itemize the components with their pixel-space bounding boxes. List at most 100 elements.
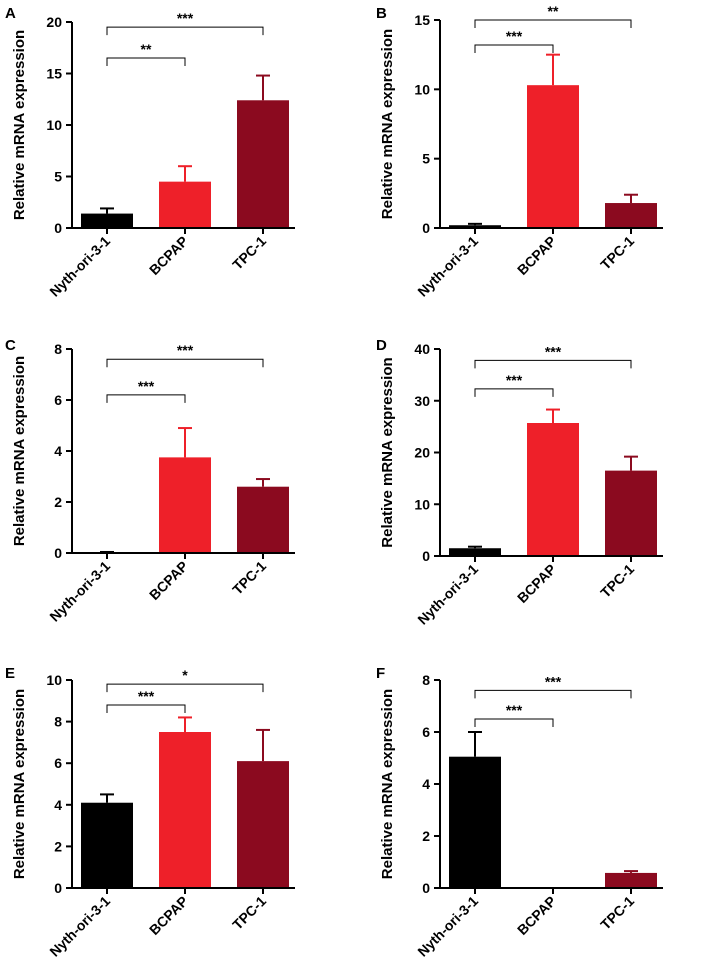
y-tick-label: 0 bbox=[54, 880, 62, 896]
y-axis-label: Relative mRNA expression bbox=[11, 356, 28, 546]
y-tick-label: 5 bbox=[54, 169, 62, 185]
chart-panel-f: F Relative mRNA expression 0 2 4 6 8 Nyth-ori-3… bbox=[376, 665, 663, 960]
y-tick-label: 8 bbox=[54, 714, 62, 730]
y-axis-label: Relative mRNA expression bbox=[379, 689, 396, 879]
y-axis-label: Relative mRNA expression bbox=[379, 357, 396, 547]
significance-label: *** bbox=[138, 378, 155, 394]
significance-bracket bbox=[474, 689, 632, 699]
y-tick-label: 6 bbox=[54, 392, 62, 408]
category-label: BCPAP bbox=[146, 893, 191, 938]
category-label: TPC-1 bbox=[229, 558, 269, 598]
y-tick-label: 4 bbox=[54, 443, 62, 459]
bar-bcpap bbox=[159, 732, 211, 888]
y-axis-label: Relative mRNA expression bbox=[11, 30, 28, 220]
bar-tpc-1 bbox=[605, 872, 657, 888]
bar-tpc-1 bbox=[605, 203, 657, 228]
significance-bracket bbox=[106, 683, 264, 693]
y-axis-label: Relative mRNA expression bbox=[379, 29, 396, 219]
significance-label: *** bbox=[506, 702, 523, 718]
category-label: BCPAP bbox=[514, 561, 559, 606]
panel-letter: C bbox=[5, 337, 16, 354]
bar-nyth-ori-3-1 bbox=[449, 225, 501, 228]
panel-letter: F bbox=[376, 665, 385, 682]
y-tick-label: 0 bbox=[422, 548, 430, 564]
significance-label: ** bbox=[548, 3, 559, 19]
y-tick-label: 20 bbox=[414, 445, 430, 461]
y-tick-label: 15 bbox=[414, 12, 430, 28]
y-tick-label: 8 bbox=[54, 341, 62, 357]
chart-panel-c: C Relative mRNA expression 0 2 4 6 8 Nyth-ori-3… bbox=[5, 337, 295, 625]
significance-bracket bbox=[106, 57, 186, 67]
significance-label: *** bbox=[177, 10, 194, 26]
chart-panel-a: A Relative mRNA expression 0 5 10 15 20 Nyth-or… bbox=[5, 5, 295, 300]
y-tick-label: 40 bbox=[414, 341, 430, 357]
significance-label: ** bbox=[141, 41, 152, 57]
category-label: TPC-1 bbox=[597, 233, 637, 273]
y-tick-label: 5 bbox=[422, 151, 430, 167]
y-tick-label: 8 bbox=[422, 672, 430, 688]
bar-bcpap bbox=[527, 85, 579, 228]
y-axis-label: Relative mRNA expression bbox=[11, 689, 28, 879]
panel-letter: B bbox=[376, 5, 387, 22]
y-tick-label: 2 bbox=[54, 494, 62, 510]
y-tick-label: 0 bbox=[54, 545, 62, 561]
y-tick-label: 10 bbox=[46, 117, 62, 133]
significance-bracket bbox=[474, 44, 554, 53]
y-tick-label: 2 bbox=[422, 828, 430, 844]
significance-bracket bbox=[106, 358, 264, 368]
panel-letter: D bbox=[376, 337, 387, 354]
panel-letter: A bbox=[5, 5, 16, 22]
category-label: Nyth-ori-3-1 bbox=[46, 233, 113, 300]
bar-nyth-ori-3-1 bbox=[449, 548, 501, 556]
significance-label: *** bbox=[506, 28, 523, 44]
significance-bracket bbox=[474, 718, 554, 727]
bar-tpc-1 bbox=[237, 100, 289, 228]
bar-bcpap bbox=[159, 457, 211, 553]
significance-bracket bbox=[106, 394, 186, 403]
y-tick-label: 30 bbox=[414, 393, 430, 409]
category-label: BCPAP bbox=[514, 893, 559, 938]
y-tick-label: 0 bbox=[422, 880, 430, 896]
category-label: Nyth-ori-3-1 bbox=[46, 893, 113, 960]
significance-label: *** bbox=[545, 673, 562, 689]
category-label: Nyth-ori-3-1 bbox=[46, 558, 113, 625]
category-label: Nyth-ori-3-1 bbox=[414, 561, 481, 628]
y-tick-label: 0 bbox=[54, 220, 62, 236]
y-tick-label: 6 bbox=[54, 755, 62, 771]
significance-bracket bbox=[474, 388, 554, 397]
chart-panel-b: B Relative mRNA expression 0 5 10 15 Nyth-ori-… bbox=[376, 3, 663, 300]
category-label: TPC-1 bbox=[229, 233, 269, 273]
category-label: TPC-1 bbox=[597, 561, 637, 601]
bar-nyth-ori-3-1 bbox=[81, 802, 133, 888]
bar-tpc-1 bbox=[237, 761, 289, 888]
y-tick-label: 10 bbox=[414, 496, 430, 512]
y-tick-label: 10 bbox=[414, 81, 430, 97]
bar-nyth-ori-3-1 bbox=[81, 213, 133, 228]
category-label: BCPAP bbox=[514, 233, 559, 278]
panel-letter: E bbox=[5, 665, 15, 682]
y-tick-label: 0 bbox=[422, 220, 430, 236]
significance-bracket bbox=[106, 704, 186, 713]
category-label: TPC-1 bbox=[597, 893, 637, 933]
y-tick-label: 2 bbox=[54, 838, 62, 854]
category-label: TPC-1 bbox=[229, 893, 269, 933]
bar-bcpap bbox=[527, 423, 579, 556]
significance-label: *** bbox=[138, 688, 155, 704]
significance-label: * bbox=[182, 667, 188, 683]
significance-label: *** bbox=[506, 372, 523, 388]
category-label: BCPAP bbox=[146, 558, 191, 603]
bar-nyth-ori-3-1 bbox=[449, 756, 501, 888]
y-tick-label: 10 bbox=[46, 672, 62, 688]
y-tick-label: 15 bbox=[46, 66, 62, 82]
bar-bcpap bbox=[159, 181, 211, 228]
significance-bracket bbox=[106, 26, 264, 36]
chart-panel-d: D Relative mRNA expression 0 10 20 30 40 Nyth-o… bbox=[376, 337, 663, 628]
category-label: Nyth-ori-3-1 bbox=[414, 233, 481, 300]
y-tick-label: 4 bbox=[54, 797, 62, 813]
significance-label: *** bbox=[177, 342, 194, 358]
bar-tpc-1 bbox=[237, 486, 289, 553]
category-label: Nyth-ori-3-1 bbox=[414, 893, 481, 960]
chart-panel-e: E Relative mRNA expression 0 2 4 6 8 10 Nyth-ori… bbox=[5, 665, 295, 960]
y-tick-label: 20 bbox=[46, 14, 62, 30]
